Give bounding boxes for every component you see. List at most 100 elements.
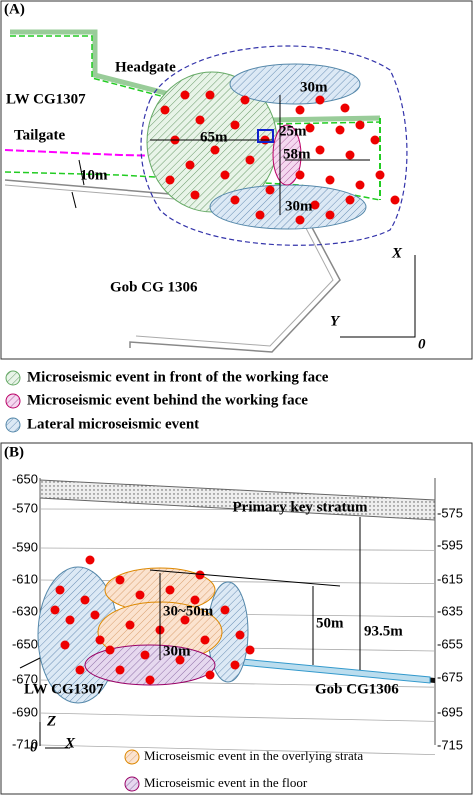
event-dot: [305, 123, 315, 133]
event-dot: [80, 595, 90, 605]
event-dot: [195, 570, 205, 580]
event-dot: [165, 585, 175, 595]
event-dot: [220, 605, 230, 615]
grid-line: [39, 579, 436, 584]
event-dot: [315, 145, 325, 155]
event-dot: [65, 615, 75, 625]
event-dot: [315, 95, 325, 105]
event-dot: [50, 605, 60, 615]
event-dot: [235, 630, 245, 640]
panel-label: (A): [4, 1, 25, 17]
panel-b: (B) -650 -570 -590 -610 -630 -650 -670 -690 -710…: [0, 442, 473, 795]
event-dot: [145, 675, 155, 685]
event-dot: [115, 575, 125, 585]
tick-label: -610: [12, 571, 38, 586]
event-dot: [180, 615, 190, 625]
panel-frame: [0, 442, 473, 795]
event-dot: [230, 195, 240, 205]
event-dot: [245, 155, 255, 165]
event-dot: [230, 120, 240, 130]
legend-swatch: [5, 393, 21, 409]
tick-label: -575: [437, 505, 463, 520]
floor-zone: [84, 644, 216, 686]
event-dot: [105, 645, 115, 655]
label: LW CG1307: [6, 91, 86, 107]
event-dot: [375, 170, 385, 180]
tick-label: -595: [437, 537, 463, 552]
event-dot: [265, 185, 275, 195]
dim-label: 30m: [300, 79, 328, 95]
label: Tailgate: [14, 127, 65, 143]
legend-swatch: [124, 749, 140, 765]
legend-label: Lateral microseismic event: [27, 416, 199, 432]
event-dot: [90, 610, 100, 620]
event-dot: [210, 145, 220, 155]
legend-label: Microseismic event in the overlying stra…: [144, 748, 363, 763]
event-dot: [205, 670, 215, 680]
event-dot: [240, 95, 250, 105]
dim-label: 58m: [283, 146, 311, 162]
axes: [340, 255, 416, 338]
dim-label: 30m: [163, 643, 191, 659]
tick-label: -695: [437, 704, 463, 719]
axis-label: 0: [418, 336, 426, 352]
axis-label: X: [391, 245, 403, 261]
dim-label: 30~50m: [163, 603, 214, 619]
dim-label: 10m: [80, 167, 108, 183]
legend-swatch: [5, 370, 21, 386]
events-b: [50, 555, 255, 685]
event-dot: [95, 635, 105, 645]
dim-label: 50m: [316, 615, 344, 631]
event-dot: [160, 105, 170, 115]
event-dot: [60, 640, 70, 650]
event-dot: [190, 190, 200, 200]
event-dot: [140, 650, 150, 660]
tick-label: -615: [437, 571, 463, 586]
axis-label: Z: [46, 713, 56, 729]
tick-label: -570: [12, 500, 38, 515]
tick-label: -715: [437, 737, 463, 752]
event-dot: [355, 120, 365, 130]
event-dot: [135, 590, 145, 600]
event-dot: [390, 195, 400, 205]
event-dot: [295, 105, 305, 115]
event-dot: [200, 635, 210, 645]
tick-label: -630: [12, 603, 38, 618]
label: Gob CG1306: [315, 681, 399, 697]
panel-frame: [0, 0, 473, 360]
event-dot: [185, 160, 195, 170]
leader: [19, 657, 41, 669]
event-dot: [165, 175, 175, 185]
dim-line: [71, 191, 77, 209]
event-dot: [205, 90, 215, 100]
tick-label: -650: [12, 636, 38, 651]
event-dot: [310, 200, 320, 210]
event-dot: [75, 665, 85, 675]
lateral-zone-top: [229, 63, 361, 105]
tick-label: -675: [437, 669, 463, 684]
legend-label: Microseismic event in the floor: [144, 775, 308, 790]
event-dot: [295, 170, 305, 180]
event-dot: [325, 210, 335, 220]
event-dot: [345, 150, 355, 160]
tick-label: -650: [12, 471, 38, 486]
axis-label: Y: [330, 313, 341, 329]
grid-line: [39, 744, 436, 755]
zone-boundary: [140, 45, 408, 246]
event-dot: [345, 195, 355, 205]
event-dot: [195, 115, 205, 125]
event-dot: [340, 103, 350, 113]
dim-label: 93.5m: [364, 623, 403, 639]
panel-label: (B): [4, 444, 24, 460]
event-dot: [370, 135, 380, 145]
headgate-line: [10, 35, 381, 125]
tick-label: -690: [12, 704, 38, 719]
axis-label: X: [64, 735, 76, 751]
dim-label: 30m: [285, 198, 313, 214]
event-dot: [190, 595, 200, 605]
tick-label: -635: [437, 603, 463, 618]
grid-line: [39, 547, 436, 551]
event-dot: [245, 645, 255, 655]
axis-label: 0: [30, 739, 38, 755]
